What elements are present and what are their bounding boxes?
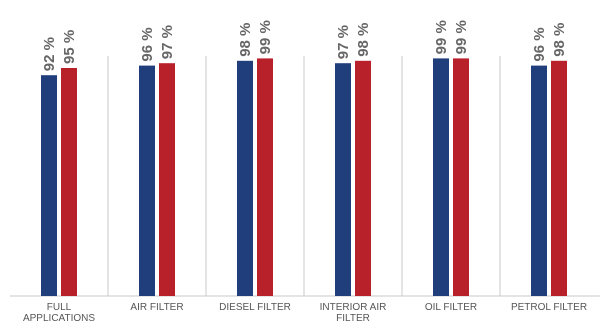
bar bbox=[139, 66, 155, 296]
bar bbox=[531, 66, 547, 296]
category-label: PETROL FILTER bbox=[501, 302, 597, 313]
bar bbox=[355, 61, 371, 296]
data-label: 92 % bbox=[41, 37, 58, 71]
data-label: 98 % bbox=[355, 23, 372, 57]
data-label: 95 % bbox=[61, 30, 78, 64]
bar bbox=[257, 58, 273, 296]
category-label: DIESEL FILTER bbox=[207, 302, 303, 313]
data-label: 97 % bbox=[335, 25, 352, 59]
category-label: FULL APPLICATIONS bbox=[11, 302, 107, 324]
data-label: 99 % bbox=[257, 20, 274, 54]
category-label: OIL FILTER bbox=[403, 302, 499, 313]
bar bbox=[237, 61, 253, 296]
category-label: INTERIOR AIR FILTER bbox=[305, 302, 401, 324]
bar bbox=[551, 61, 567, 296]
category-label: AIR FILTER bbox=[109, 302, 205, 313]
bar bbox=[433, 58, 449, 296]
bar bbox=[61, 68, 77, 296]
data-label: 96 % bbox=[531, 27, 548, 61]
bar bbox=[41, 75, 57, 296]
data-label: 99 % bbox=[453, 20, 470, 54]
data-label: 98 % bbox=[237, 23, 254, 57]
bar bbox=[453, 58, 469, 296]
bar bbox=[335, 63, 351, 296]
data-label: 97 % bbox=[159, 25, 176, 59]
data-label: 99 % bbox=[433, 20, 450, 54]
data-label: 96 % bbox=[139, 27, 156, 61]
data-label: 98 % bbox=[551, 23, 568, 57]
bar bbox=[159, 63, 175, 296]
